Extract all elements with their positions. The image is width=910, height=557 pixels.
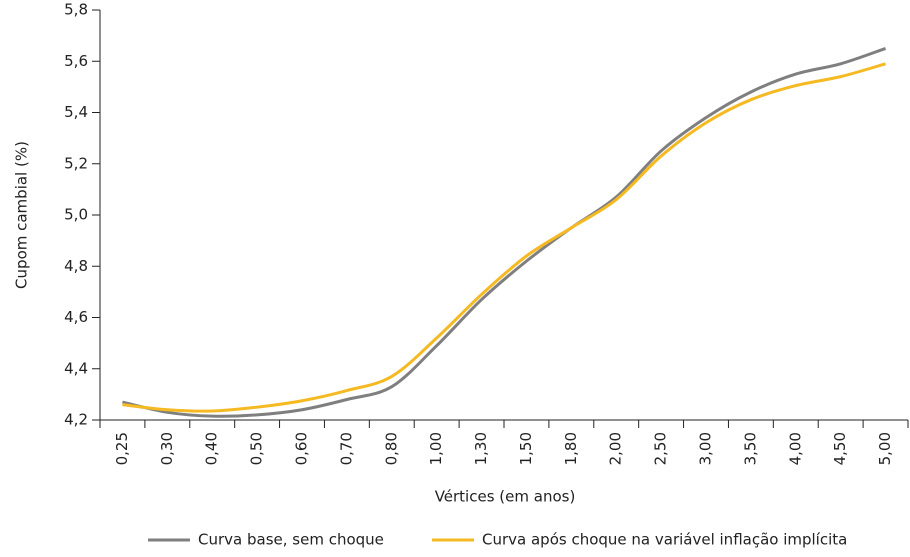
y-tick-label: 5,6 <box>64 52 88 70</box>
x-axis-label: Vértices (em anos) <box>435 488 576 506</box>
series-line <box>122 62 886 413</box>
y-tick-label: 4,4 <box>64 359 88 377</box>
x-tick-label: 1,00 <box>427 432 445 465</box>
x-tick-label: 3,50 <box>741 432 759 465</box>
x-tick-label: 4,50 <box>831 432 849 465</box>
y-tick-label: 5,0 <box>64 206 88 224</box>
x-tick-label: 4,00 <box>786 432 804 465</box>
x-tick-label: 2,00 <box>607 432 625 465</box>
y-tick-label: 4,8 <box>64 257 88 275</box>
x-tick-label: 2,50 <box>652 432 670 465</box>
x-tick-label: 1,80 <box>562 432 580 465</box>
y-axis-label: Cupom cambial (%) <box>13 141 31 289</box>
y-tick-label: 5,4 <box>64 103 88 121</box>
x-tick-label: 0,80 <box>382 432 400 465</box>
x-tick-label: 0,25 <box>113 432 131 465</box>
x-tick-label: 1,30 <box>472 432 490 465</box>
x-tick-label: 5,00 <box>876 432 894 465</box>
y-tick-label: 5,2 <box>64 154 88 172</box>
y-tick-label: 5,8 <box>64 1 88 19</box>
x-tick-label: 0,60 <box>293 432 311 465</box>
legend-label: Curva base, sem choque <box>198 531 384 549</box>
x-tick-label: 1,50 <box>517 432 535 465</box>
x-tick-label: 0,50 <box>248 432 266 465</box>
x-tick-label: 0,40 <box>203 432 221 465</box>
y-tick-label: 4,2 <box>64 411 88 429</box>
x-tick-label: 0,30 <box>158 432 176 465</box>
y-tick-label: 4,6 <box>64 308 88 326</box>
series-line <box>122 47 887 418</box>
legend-label: Curva após choque na variável inflação i… <box>482 531 847 549</box>
x-tick-label: 0,70 <box>337 432 355 465</box>
x-tick-label: 3,00 <box>697 432 715 465</box>
